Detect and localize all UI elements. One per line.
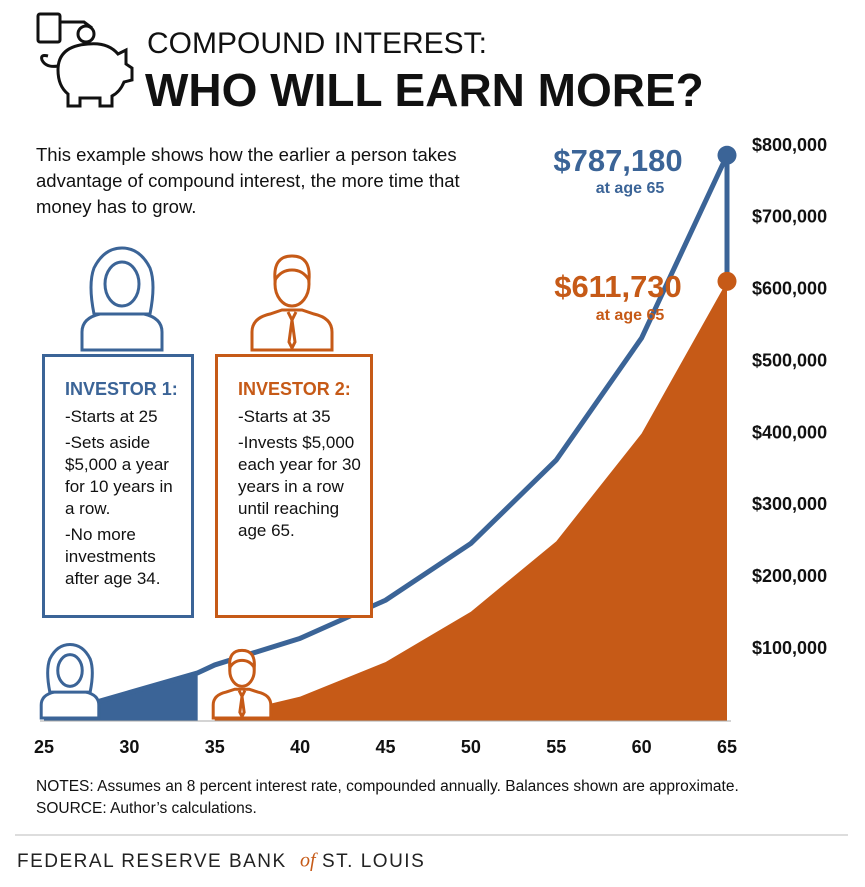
investor-box: INVESTOR 2: -Starts at 35 -Invests $5,000 … [215,354,373,618]
investor-detail: -Sets aside $5,000 a year for 10 years i… [65,433,173,518]
investor-box: INVESTOR 1: -Starts at 25 -Sets aside $5,0… [42,354,194,618]
x-tick-label: 55 [546,737,566,757]
title: WHO WILL EARN MORE? [145,64,704,116]
icon-tie [286,311,298,352]
man-icon [250,254,334,352]
investor-detail: -No more investments after age 34. [65,525,161,588]
value-label: $611,730 [554,269,682,304]
value-label: $787,180 [553,143,682,178]
subtitle: COMPOUND INTEREST: [147,27,487,60]
x-tick-label: 35 [205,737,225,757]
source: SOURCE: Author’s calculations. [36,800,257,817]
x-tick-label: 45 [375,737,395,757]
man-icon [211,648,273,720]
y-tick-label: $600,000 [752,279,827,299]
investor-title: INVESTOR 2: [238,379,351,399]
x-tick-label: 40 [290,737,310,757]
icon-tie [237,689,247,720]
x-tick-label: 50 [461,737,481,757]
y-tick-label: $500,000 [752,350,827,370]
x-tick-label: 60 [632,737,652,757]
y-tick-label: $200,000 [752,566,827,586]
icon-head [103,260,141,308]
notes: NOTES: Assumes an 8 percent interest rat… [36,778,739,795]
value-note: at age 65 [596,180,665,197]
description: This example shows how the earlier a per… [36,144,460,217]
end-dot [717,145,737,165]
investor-title: INVESTOR 1: [65,379,178,399]
icon-body [80,308,164,352]
footer-bank: FEDERAL RESERVE BANK [17,851,287,872]
x-tick-label: 65 [717,737,737,757]
investor-detail: -Invests $5,000 each year for 30 years i… [238,433,361,540]
footer-city: ST. LOUIS [322,851,425,872]
end-dot [717,271,737,291]
footer-of: of [300,850,318,872]
investor2-area [214,281,727,721]
investor-detail: -Starts at 25 [65,407,158,426]
x-tick-label: 25 [34,737,54,757]
icon-head [56,653,84,688]
icon-hair [273,254,311,285]
y-tick-label: $100,000 [752,638,827,658]
investor-detail: -Starts at 35 [238,407,331,426]
y-tick-label: $800,000 [752,135,827,155]
y-tick-label: $400,000 [752,422,827,442]
y-tick-label: $700,000 [752,207,827,227]
investor1-line [43,154,730,720]
woman-icon [39,643,101,720]
value-note: at age 65 [596,307,665,324]
y-tick-label: $300,000 [752,494,827,514]
x-tick-label: 30 [119,737,139,757]
woman-icon [80,246,164,352]
icon-hair [228,648,256,673]
piggy-icon [36,12,134,108]
